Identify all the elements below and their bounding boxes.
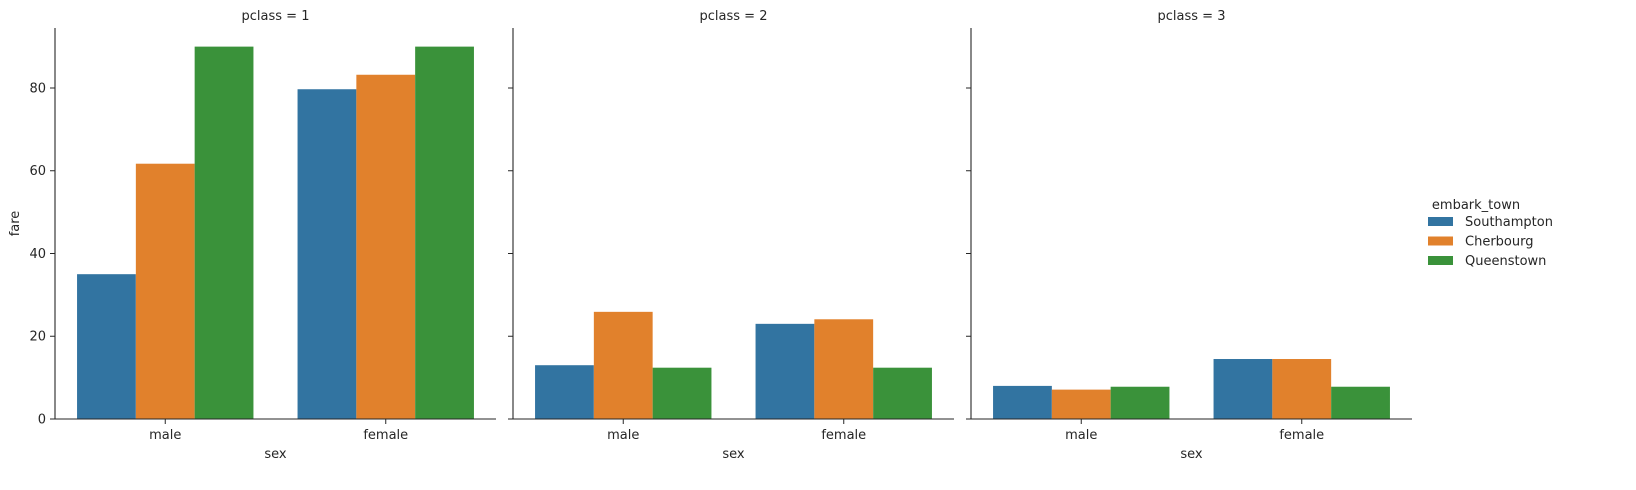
- y-tick-label: 0: [38, 413, 46, 428]
- x-tick-label-female-panel2: female: [821, 428, 866, 443]
- legend-swatch-southampton: [1428, 217, 1453, 226]
- panel-title-3: pclass = 3: [1158, 9, 1226, 24]
- bar-queenstown-female-panel2: [873, 367, 932, 419]
- x-tick-label-male-panel2: male: [607, 428, 639, 443]
- bar-southampton-female-panel1: [297, 89, 357, 420]
- y-tick-label: 60: [29, 164, 46, 179]
- x-axis-title-panel3: sex: [1180, 447, 1203, 462]
- legend-label-queenstown: Queenstown: [1465, 254, 1546, 269]
- x-tick-label-female-panel3: female: [1279, 428, 1324, 443]
- bar-southampton-male-panel1: [77, 274, 136, 419]
- y-tick-label: 40: [29, 247, 46, 262]
- bar-southampton-female-panel2: [755, 323, 815, 419]
- bar-southampton-male-panel3: [993, 385, 1052, 419]
- bar-cherbourg-female-panel2: [814, 319, 874, 419]
- panel-title-1: pclass = 1: [242, 9, 310, 24]
- y-tick-label: 80: [29, 81, 46, 96]
- bar-southampton-male-panel2: [535, 365, 594, 419]
- y-axis-title: fare: [8, 211, 23, 237]
- x-tick-label-female-panel1: female: [363, 428, 408, 443]
- x-axis-title-panel1: sex: [264, 447, 287, 462]
- x-axis-title-panel2: sex: [722, 447, 745, 462]
- bar-cherbourg-female-panel3: [1272, 359, 1332, 419]
- bar-cherbourg-male-panel3: [1051, 389, 1111, 419]
- x-tick-label-male-panel1: male: [149, 428, 181, 443]
- legend-swatch-cherbourg: [1428, 236, 1453, 246]
- legend-swatch-queenstown: [1428, 256, 1453, 265]
- bar-cherbourg-male-panel2: [593, 311, 653, 419]
- y-tick-label: 20: [29, 330, 46, 345]
- bar-southampton-female-panel3: [1213, 359, 1273, 419]
- bar-cherbourg-female-panel1: [356, 74, 416, 419]
- bar-queenstown-male-panel1: [194, 46, 254, 420]
- legend-label-southampton: Southampton: [1465, 215, 1553, 230]
- bar-queenstown-male-panel3: [1110, 386, 1170, 419]
- bar-queenstown-female-panel3: [1331, 386, 1390, 419]
- x-tick-label-male-panel3: male: [1065, 428, 1097, 443]
- legend-title: embark_town: [1432, 198, 1520, 213]
- panel-title-2: pclass = 2: [700, 9, 768, 24]
- bar-cherbourg-male-panel1: [135, 163, 195, 419]
- bar-queenstown-female-panel1: [415, 46, 474, 420]
- bar-queenstown-male-panel2: [652, 367, 712, 419]
- legend-label-cherbourg: Cherbourg: [1465, 235, 1533, 250]
